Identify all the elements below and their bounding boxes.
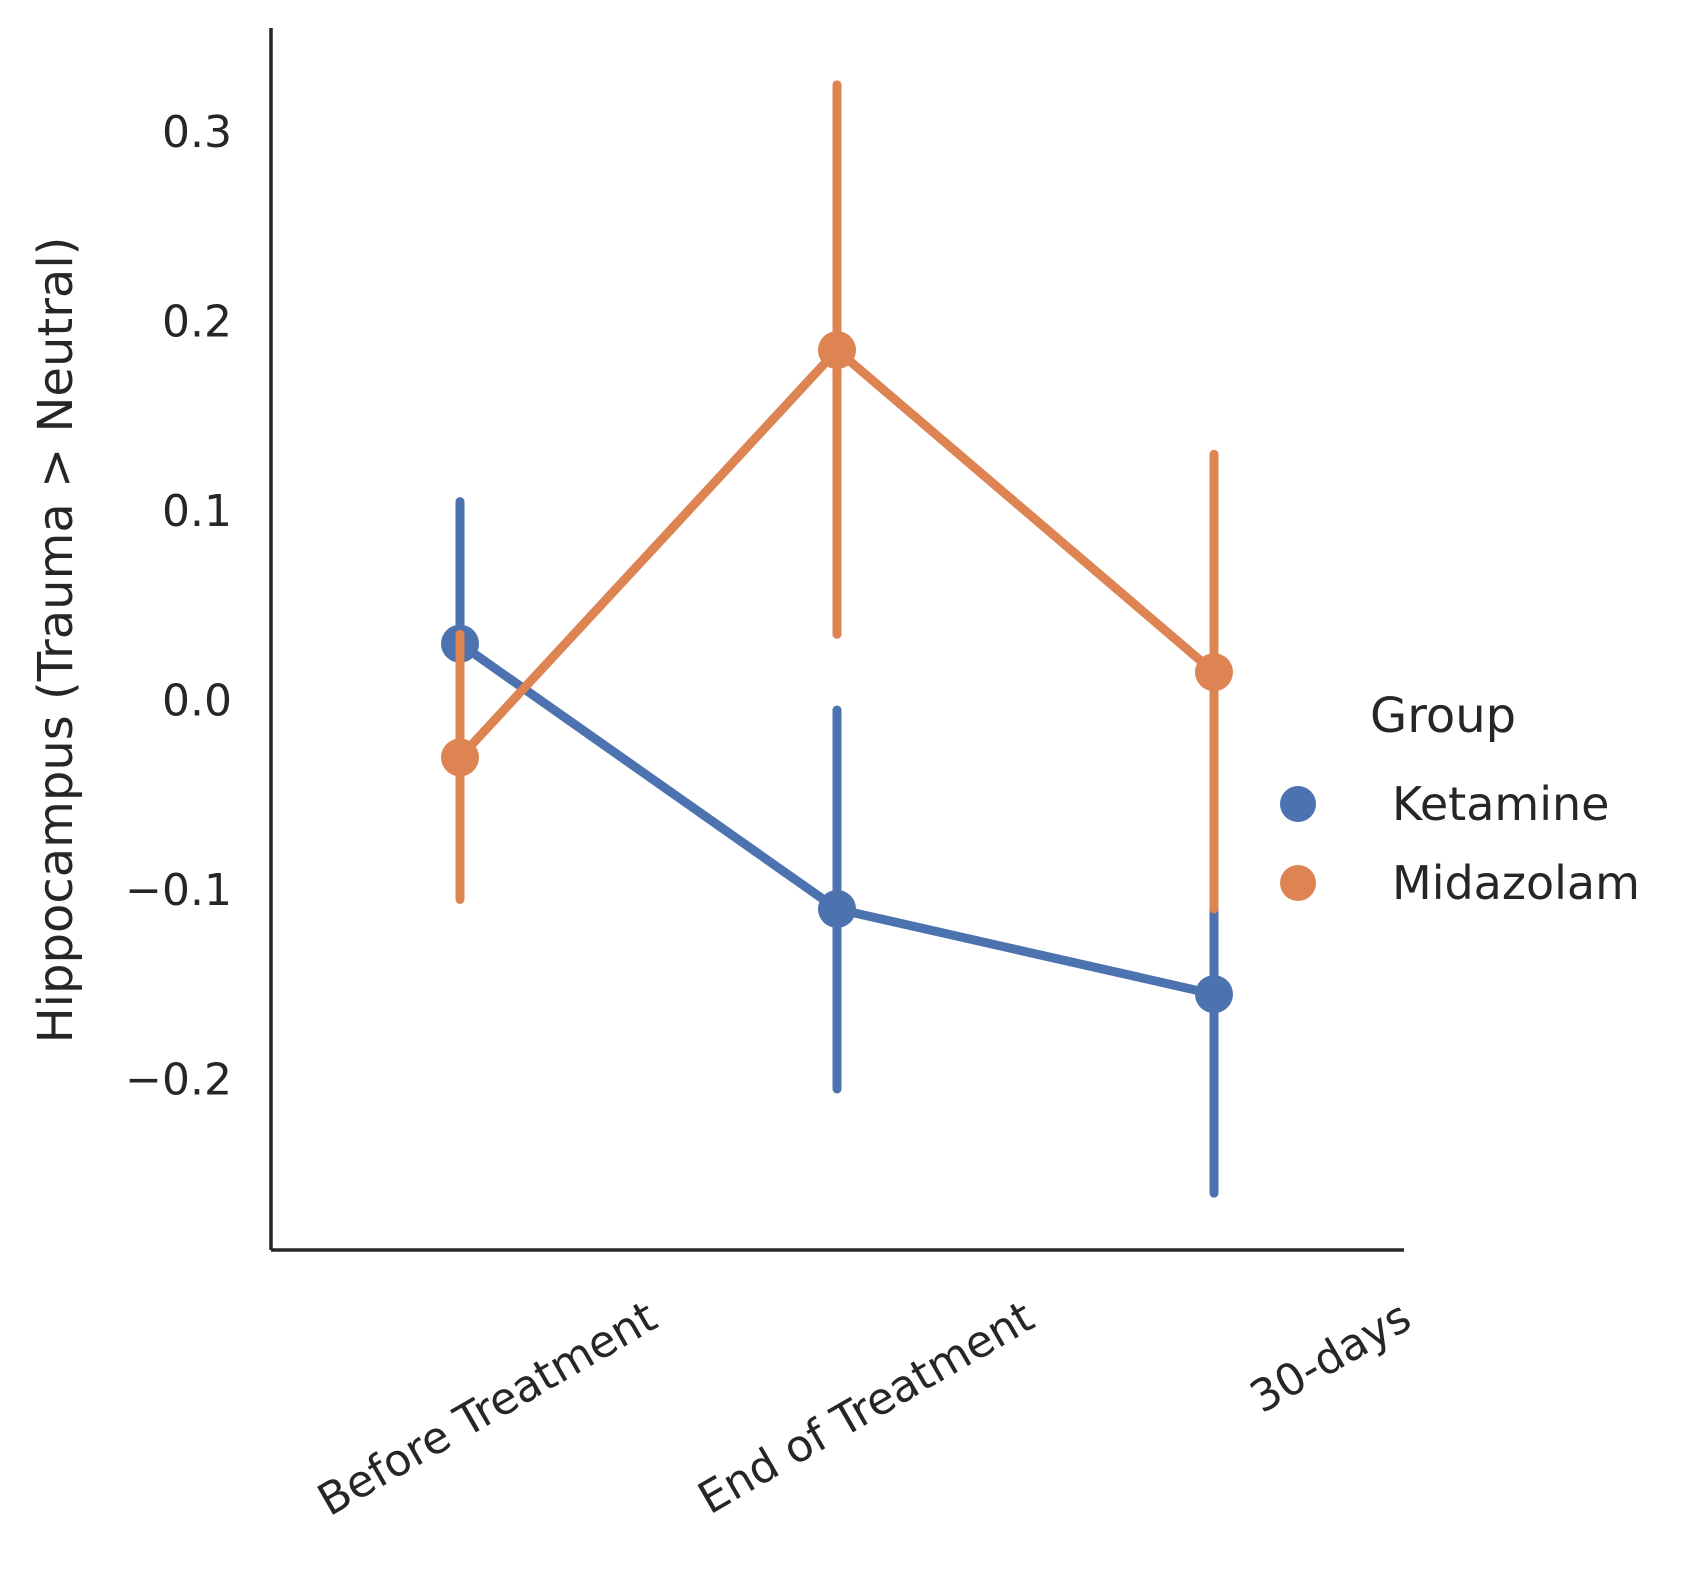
legend-marker <box>1280 786 1316 822</box>
x-tick-label: End of Treatment <box>690 1291 1043 1524</box>
legend-label: Midazolam <box>1392 856 1640 910</box>
series-ketamine <box>441 497 1233 1198</box>
plot-area <box>441 80 1233 1198</box>
legend-label: Ketamine <box>1392 777 1609 831</box>
legend-title: Group <box>1370 688 1516 744</box>
x-tick-label: Before Treatment <box>309 1291 665 1526</box>
legend-marker <box>1280 865 1316 901</box>
axes <box>269 28 1404 1252</box>
y-tick-label: −0.1 <box>125 865 232 916</box>
data-point <box>818 889 856 928</box>
y-tick-label: 0.0 <box>162 676 232 727</box>
series-midazolam <box>441 80 1233 914</box>
data-point <box>441 738 479 777</box>
y-tick-label: 0.2 <box>162 297 232 348</box>
data-point <box>818 331 856 370</box>
x-tick-labels: Before Treatment End of Treatment 30-days <box>309 1291 1419 1526</box>
y-tick-label: 0.3 <box>162 107 232 158</box>
y-tick-labels: −0.2 −0.1 0.0 0.1 0.2 0.3 <box>125 107 232 1105</box>
data-point <box>1195 653 1233 692</box>
y-tick-label: −0.2 <box>125 1054 232 1105</box>
y-tick-label: 0.1 <box>162 486 232 537</box>
y-axis-title: Hippocampus (Trauma > Neutral) <box>28 237 84 1044</box>
data-point <box>1195 975 1233 1014</box>
x-tick-label: 30-days <box>1242 1291 1420 1423</box>
legend: Group Ketamine Midazolam <box>1280 688 1640 910</box>
